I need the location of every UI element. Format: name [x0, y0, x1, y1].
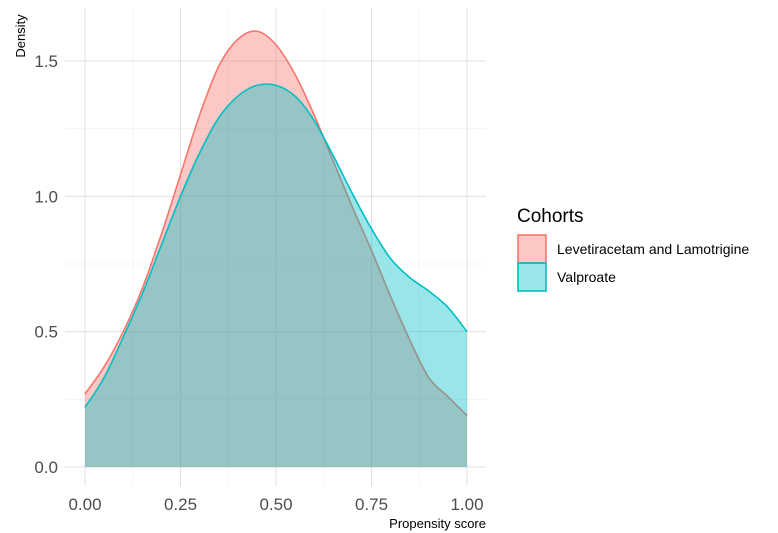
legend-title: Cohorts [517, 206, 584, 227]
y-tick-label: 0.5 [34, 323, 58, 342]
x-tick-label: 1.00 [450, 495, 483, 514]
x-tick-label: 0.00 [68, 495, 101, 514]
y-axis-title: Density [13, 14, 28, 58]
density-area-series-2 [85, 84, 467, 467]
y-tick-label: 1.0 [34, 187, 58, 206]
legend-label-series-2: Valproate [557, 269, 616, 285]
legend-key-series-1 [517, 234, 547, 264]
legend-items: Levetiracetam and Lamotrigine Valproate [517, 234, 749, 292]
x-tick-label: 0.75 [355, 495, 388, 514]
legend-key-series-2 [517, 262, 547, 292]
density-areas [84, 30, 468, 468]
x-axis-ticks: 0.00 0.25 0.50 0.75 1.00 [68, 495, 483, 514]
density-area-series-1 [85, 31, 467, 468]
density-line-series-1 [84, 30, 468, 417]
x-axis-title: Propensity score [389, 516, 486, 531]
x-tick-label: 0.50 [259, 495, 292, 514]
y-tick-label: 1.5 [34, 52, 58, 71]
x-tick-label: 0.25 [164, 495, 197, 514]
y-axis-ticks: 0.0 0.5 1.0 1.5 [34, 52, 58, 477]
legend: Cohorts Levetiracetam and Lamotrigine Val… [517, 206, 749, 292]
density-line-series-2 [84, 83, 468, 408]
legend-label-series-1: Levetiracetam and Lamotrigine [557, 241, 749, 257]
y-tick-label: 0.0 [34, 458, 58, 477]
major-gridlines [65, 8, 486, 486]
